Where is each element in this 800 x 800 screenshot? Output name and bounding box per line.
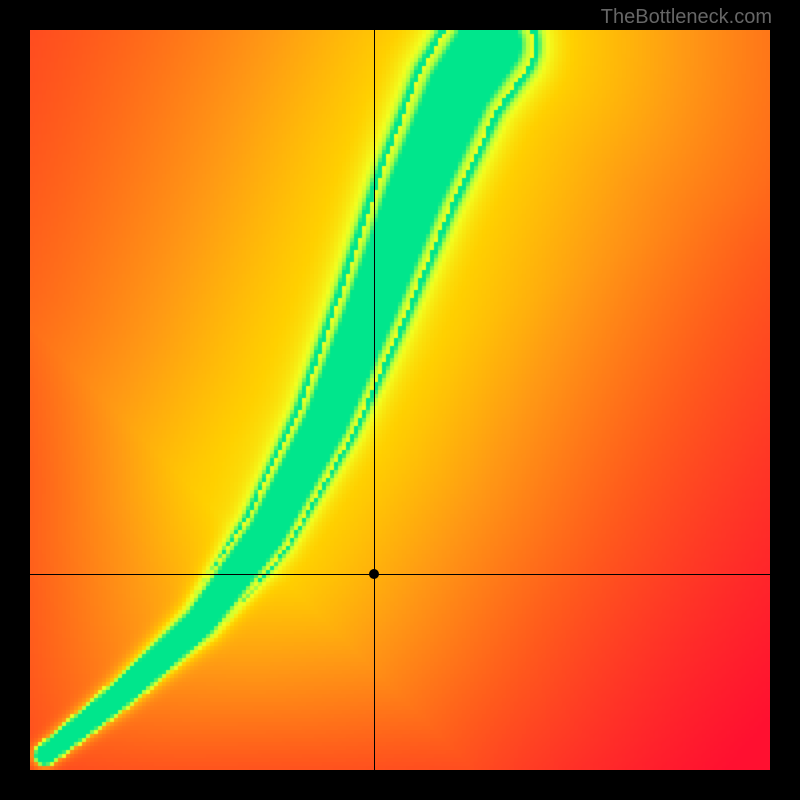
crosshair-vertical bbox=[374, 30, 375, 770]
crosshair-horizontal bbox=[30, 574, 770, 575]
watermark-text: TheBottleneck.com bbox=[601, 6, 772, 29]
heatmap-plot bbox=[30, 30, 770, 770]
crosshair-point bbox=[369, 569, 379, 579]
heatmap-canvas bbox=[30, 30, 770, 770]
